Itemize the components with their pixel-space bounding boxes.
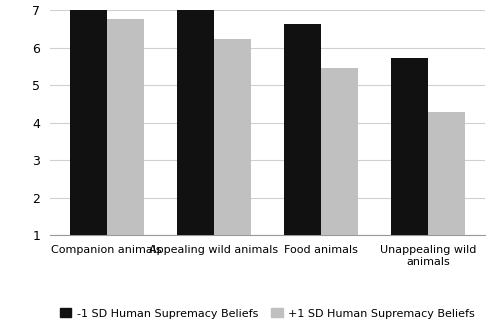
Bar xyxy=(284,24,321,235)
Bar xyxy=(391,58,428,235)
Bar xyxy=(177,10,214,235)
Bar xyxy=(321,68,358,235)
Bar xyxy=(107,19,144,235)
Bar xyxy=(428,112,465,235)
Legend: -1 SD Human Supremacy Beliefs, +1 SD Human Supremacy Beliefs: -1 SD Human Supremacy Beliefs, +1 SD Hum… xyxy=(56,304,480,323)
Bar xyxy=(70,0,107,235)
Bar xyxy=(214,39,251,235)
